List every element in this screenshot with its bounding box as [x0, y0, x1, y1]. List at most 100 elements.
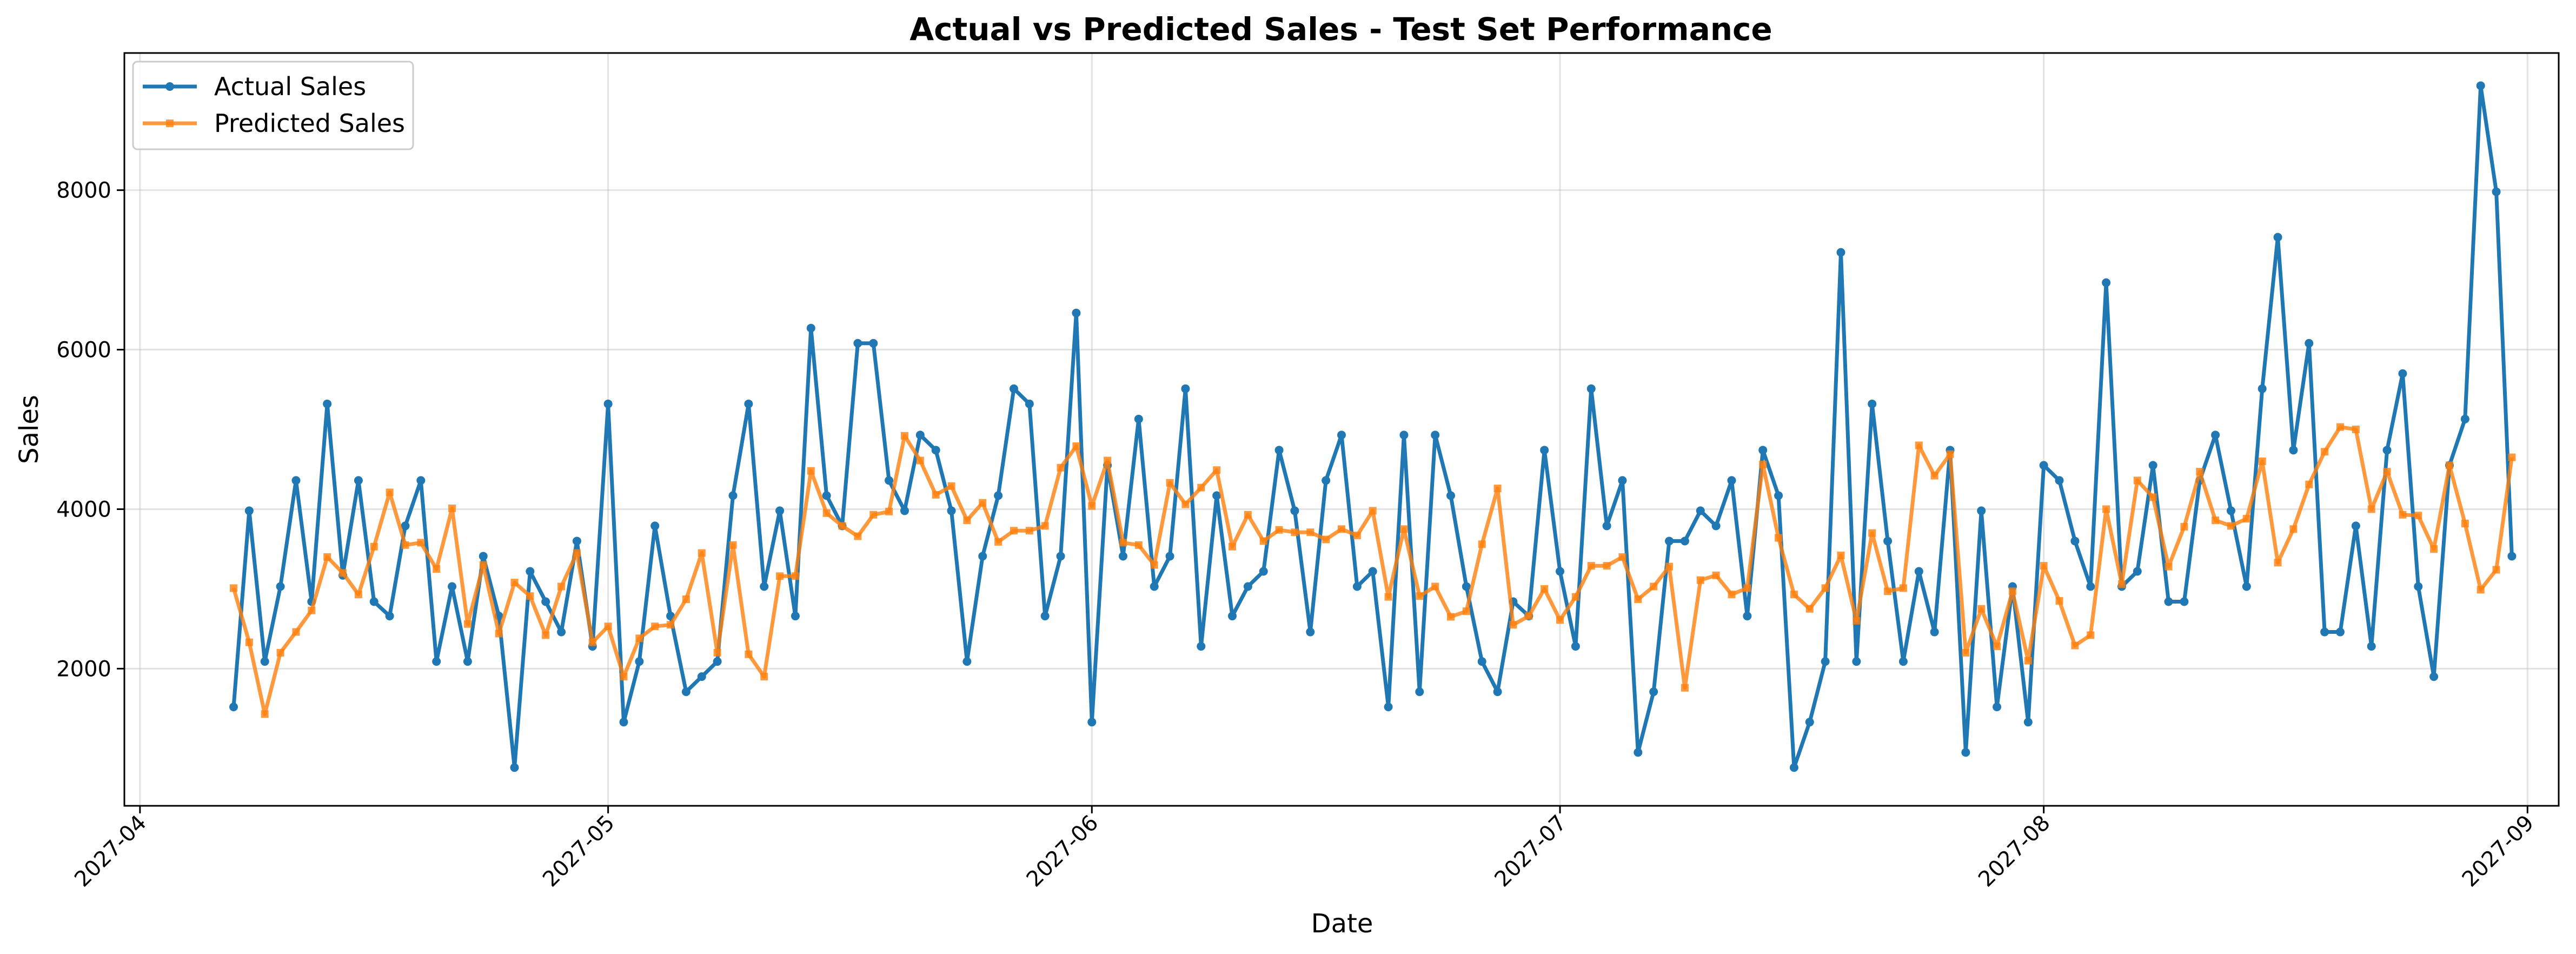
actual-sales-point [2102, 278, 2111, 287]
actual-sales-point [1758, 446, 1768, 455]
predicted-sales-point [745, 650, 753, 658]
predicted-sales-point [479, 561, 487, 569]
actual-sales-point [401, 521, 410, 531]
actual-sales-point [2429, 672, 2439, 681]
actual-sales-point [2133, 567, 2142, 576]
actual-sales-point [1977, 506, 1986, 515]
actual-sales-point [1462, 582, 1471, 591]
actual-sales-point [1618, 476, 1627, 485]
actual-sales-point [526, 567, 535, 576]
actual-sales-point [2320, 627, 2329, 637]
predicted-sales-point [1369, 507, 1377, 515]
actual-sales-point [635, 657, 644, 666]
predicted-sales-point [1244, 511, 1252, 519]
predicted-sales-point [1837, 551, 1845, 559]
actual-sales-point [1118, 552, 1127, 561]
actual-sales-point [2180, 597, 2189, 606]
predicted-sales-point [2133, 476, 2141, 485]
actual-sales-point [276, 582, 285, 591]
predicted-sales-point [1181, 500, 1190, 508]
actual-sales-point [1961, 748, 1970, 757]
y-tick-label: 8000 [56, 178, 111, 203]
predicted-sales-point [510, 579, 519, 587]
predicted-sales-point [1743, 584, 1751, 592]
predicted-sales-point [869, 511, 878, 519]
predicted-sales-point [791, 572, 799, 580]
actual-sales-point [681, 687, 691, 697]
actual-sales-point [1072, 308, 1081, 317]
actual-sales-point [1868, 399, 1877, 408]
actual-sales-point [2070, 536, 2080, 546]
predicted-sales-point [651, 622, 659, 631]
grid [124, 53, 2559, 806]
actual-sales-point [1930, 627, 1939, 637]
actual-sales-point [369, 597, 379, 606]
predicted-sales-point [1603, 562, 1611, 570]
actual-sales-point [1805, 718, 1814, 727]
actual-sales-point [822, 491, 831, 500]
actual-sales-point [1399, 430, 1409, 440]
actual-sales-point [1056, 552, 1065, 561]
predicted-sales-point [1166, 479, 1174, 487]
predicted-sales-point [308, 606, 316, 614]
predicted-sales-point [495, 630, 503, 638]
predicted-sales-point [1509, 621, 1517, 629]
actual-sales-point [1898, 657, 1908, 666]
actual-sales-point [1680, 536, 1689, 546]
actual-sales-point [1477, 657, 1486, 666]
actual-sales-point [557, 627, 566, 637]
predicted-sales-point [323, 553, 331, 561]
actual-sales-point [2382, 446, 2392, 455]
predicted-sales-point [635, 634, 643, 642]
actual-sales-point [1696, 506, 1705, 515]
actual-sales-point [463, 657, 472, 666]
actual-sales-point [2273, 233, 2282, 242]
predicted-sales-point [2196, 468, 2204, 476]
predicted-sales-point [729, 541, 737, 549]
predicted-sales-point [2399, 511, 2407, 519]
predicted-sales-point [386, 488, 394, 496]
legend-box [132, 61, 414, 150]
predicted-sales-point [2258, 457, 2266, 465]
predicted-sales-point [1104, 456, 1112, 465]
actual-sales-point [1586, 384, 1596, 393]
predicted-sales-point [401, 541, 409, 549]
actual-sales-point [2039, 461, 2048, 470]
actual-sales-point [2492, 187, 2501, 196]
x-tick-label: 2027-09 [2458, 811, 2539, 892]
actual-sales-point [1540, 446, 1549, 455]
predicted-sales-point [2383, 468, 2391, 476]
actual-sales-point [1227, 612, 1237, 621]
predicted-sales-point [1525, 612, 1533, 620]
actual-sales-point [2414, 582, 2423, 591]
actual-sales-point [2211, 430, 2220, 440]
predicted-sales-point [900, 432, 908, 440]
actual-sales-point [1009, 384, 1018, 393]
predicted-sales-point [1338, 525, 1345, 533]
predicted-sales-point [2117, 580, 2126, 588]
predicted-sales-point [932, 491, 940, 499]
legend-marker-predicted [166, 120, 174, 127]
actual-sales-point [2398, 369, 2407, 378]
predicted-sales-point [760, 673, 768, 681]
actual-sales-point [1165, 552, 1174, 561]
predicted-sales-point [1493, 485, 1502, 493]
actual-sales-point [915, 430, 925, 440]
y-tick-label: 4000 [56, 497, 111, 522]
predicted-sales-point [667, 621, 675, 629]
legend: Actual Sales Predicted Sales [132, 61, 414, 150]
predicted-sales-point [1993, 642, 2001, 651]
predicted-sales-point [1962, 648, 1970, 657]
predicted-sales-point [1681, 684, 1689, 692]
actual-sales-point [978, 552, 987, 561]
actual-sales-point [697, 672, 706, 681]
actual-sales-point [244, 506, 254, 515]
actual-sales-point [1259, 567, 1268, 576]
predicted-sales-point [2508, 453, 2516, 461]
predicted-sales-point [1587, 562, 1595, 570]
actual-sales-point [1493, 687, 1502, 697]
actual-sales-point [1337, 430, 1346, 440]
actual-sales-point [510, 763, 519, 772]
predicted-sales-point [526, 592, 534, 600]
